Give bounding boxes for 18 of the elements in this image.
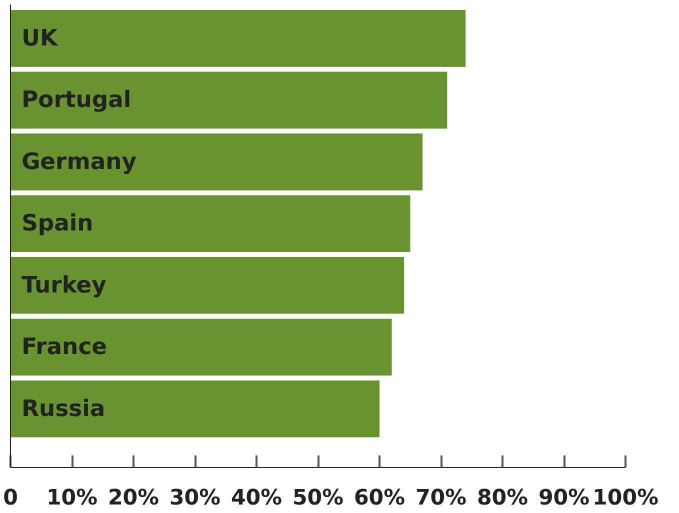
x-tick-label: 50%: [292, 486, 344, 510]
x-tick-label: 10%: [46, 486, 98, 510]
x-tick-label: 90%: [538, 486, 590, 510]
y-tick-label: France: [22, 334, 107, 360]
x-tick-label: 100%: [592, 486, 658, 510]
x-tick-label: 70%: [415, 486, 467, 510]
y-tick-label: Spain: [22, 210, 94, 237]
y-tick-label: Portugal: [22, 87, 132, 114]
y-tick-label: Germany: [22, 148, 137, 175]
x-tick-label: 60%: [354, 486, 406, 510]
y-tick-label: UK: [22, 25, 59, 52]
x-tick-label: 0: [3, 486, 18, 510]
x-tick-label: 40%: [230, 486, 282, 510]
y-tick-label: Russia: [22, 396, 106, 422]
x-tick-label: 20%: [108, 486, 160, 510]
x-tick-label: 80%: [476, 486, 528, 510]
y-tick-label: Turkey: [22, 272, 107, 298]
x-tick-label: 30%: [169, 486, 221, 510]
